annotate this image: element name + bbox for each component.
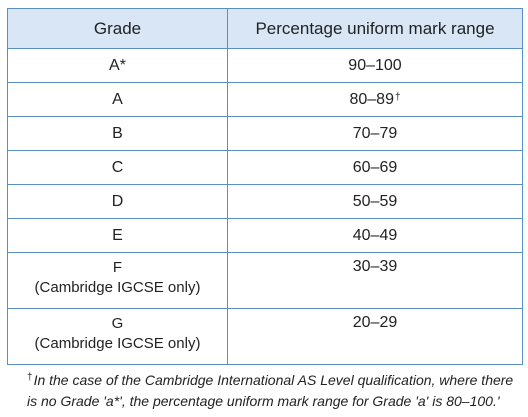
table-row: F (Cambridge IGCSE only) 30–39 [7, 252, 523, 309]
grade-cell: G (Cambridge IGCSE only) [7, 308, 228, 365]
table-header-row: Grade Percentage uniform mark range [7, 8, 523, 49]
range-cell: 30–39 [227, 252, 523, 309]
range-cell: 90–100 [227, 48, 523, 83]
range-cell: 60–69 [227, 150, 523, 185]
grade-note: (Cambridge IGCSE only) [34, 279, 201, 296]
range-cell: 20–29 [227, 308, 523, 365]
grade-cell: C [7, 150, 228, 185]
header-grade: Grade [7, 8, 228, 49]
grade-letter: G [111, 315, 124, 332]
footnote-marker: † [394, 91, 401, 103]
grade-cell: E [7, 218, 228, 253]
range-cell: 50–59 [227, 184, 523, 219]
grade-cell: D [7, 184, 228, 219]
table-row: E 40–49 [7, 218, 523, 253]
grade-boundaries-table: Grade Percentage uniform mark range A* 9… [7, 8, 523, 365]
table-row: B 70–79 [7, 116, 523, 151]
table-row: A 80–89† [7, 82, 523, 117]
grade-cell: F (Cambridge IGCSE only) [7, 252, 228, 309]
range-cell: 80–89† [227, 82, 523, 117]
grade-cell: A* [7, 48, 228, 83]
table-row: D 50–59 [7, 184, 523, 219]
range-cell: 70–79 [227, 116, 523, 151]
footnote-line-1: In the case of the Cambridge Internation… [33, 372, 514, 388]
header-range: Percentage uniform mark range [227, 8, 523, 49]
grade-letter: F [112, 259, 123, 276]
footnote-line-2: is no Grade 'a*', the percentage uniform… [27, 393, 500, 409]
table-row: A* 90–100 [7, 48, 523, 83]
footnote-marker: † [27, 372, 33, 383]
footnote: †In the case of the Cambridge Internatio… [27, 371, 522, 411]
grade-cell: B [7, 116, 228, 151]
grade-note: (Cambridge IGCSE only) [34, 335, 201, 352]
range-cell: 40–49 [227, 218, 523, 253]
grade-cell: A [7, 82, 228, 117]
table-row: G (Cambridge IGCSE only) 20–29 [7, 308, 523, 365]
range-value: 80–89 [349, 90, 394, 108]
table-row: C 60–69 [7, 150, 523, 185]
